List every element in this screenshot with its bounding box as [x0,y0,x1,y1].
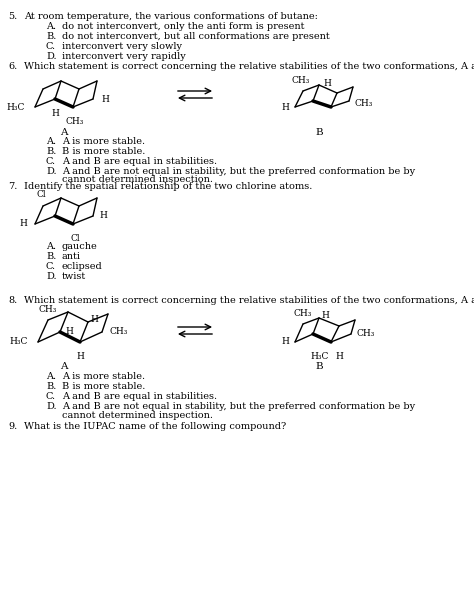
Text: C.: C. [46,157,56,166]
Text: H: H [99,211,107,221]
Text: Which statement is correct concerning the relative stabilities of the two confor: Which statement is correct concerning th… [24,296,474,305]
Text: A is more stable.: A is more stable. [62,137,145,146]
Text: do not interconvert, but all conformations are present: do not interconvert, but all conformatio… [62,32,330,41]
Text: CH₃: CH₃ [66,117,84,126]
Text: H: H [90,316,98,324]
Text: H: H [65,327,73,337]
Text: cannot determined inspection.: cannot determined inspection. [62,411,213,419]
Text: A and B are equal in stabilities.: A and B are equal in stabilities. [62,157,217,166]
Text: C.: C. [46,392,56,401]
Text: H₃C: H₃C [310,352,329,361]
Text: B.: B. [46,252,56,261]
Text: H: H [323,78,331,88]
Text: A and B are not equal in stability, but the preferred conformation be by: A and B are not equal in stability, but … [62,402,415,411]
Text: A.: A. [46,372,56,381]
Text: Cl: Cl [70,234,80,243]
Text: Cl: Cl [36,190,46,199]
Text: B.: B. [46,147,56,156]
Text: C.: C. [46,262,56,271]
Text: 5.: 5. [8,12,17,21]
Text: interconvert very rapidly: interconvert very rapidly [62,52,186,61]
Text: H: H [51,109,59,118]
Text: A: A [60,128,67,137]
Text: twist: twist [62,272,86,281]
Text: A and B are not equal in stability, but the preferred conformation be by: A and B are not equal in stability, but … [62,167,415,176]
Text: C.: C. [46,42,56,51]
Text: H: H [19,219,27,229]
Text: A.: A. [46,137,56,146]
Text: A.: A. [46,22,56,31]
Text: anti: anti [62,252,81,261]
Text: B.: B. [46,382,56,391]
Text: CH₃: CH₃ [355,99,374,107]
Text: CH₃: CH₃ [110,327,128,337]
Text: H₃C: H₃C [7,102,25,112]
Text: Identify the spatial relationship of the two chlorine atoms.: Identify the spatial relationship of the… [24,182,312,191]
Text: eclipsed: eclipsed [62,262,103,271]
Text: CH₃: CH₃ [292,76,310,85]
Text: CH₃: CH₃ [39,305,57,314]
Text: D.: D. [46,52,56,61]
Text: interconvert very slowly: interconvert very slowly [62,42,182,51]
Text: At room temperature, the various conformations of butane:: At room temperature, the various conform… [24,12,318,21]
Text: What is the IUPAC name of the following compound?: What is the IUPAC name of the following … [24,422,286,431]
Text: A: A [60,362,67,371]
Text: A and B are equal in stabilities.: A and B are equal in stabilities. [62,392,217,401]
Text: B.: B. [46,32,56,41]
Text: B is more stable.: B is more stable. [62,382,146,391]
Text: Which statement is correct concerning the relative stabilities of the two confor: Which statement is correct concerning th… [24,62,474,71]
Text: H: H [281,338,289,346]
Text: B is more stable.: B is more stable. [62,147,146,156]
Text: A.: A. [46,242,56,251]
Text: D.: D. [46,402,56,411]
Text: CH₃: CH₃ [357,330,375,338]
Text: B: B [315,362,323,371]
Text: gauche: gauche [62,242,98,251]
Text: H: H [281,102,289,112]
Text: do not interconvert, only the anti form is present: do not interconvert, only the anti form … [62,22,304,31]
Text: D.: D. [46,167,56,176]
Text: 7.: 7. [8,182,18,191]
Text: H: H [101,94,109,104]
Text: cannot determined inspection.: cannot determined inspection. [62,175,213,185]
Text: H₃C: H₃C [9,338,28,346]
Text: H: H [76,352,84,361]
Text: A is more stable.: A is more stable. [62,372,145,381]
Text: CH₃: CH₃ [294,309,312,318]
Text: 8.: 8. [8,296,17,305]
Text: 9.: 9. [8,422,17,431]
Text: D.: D. [46,272,56,281]
Text: H: H [335,352,343,361]
Text: B: B [315,128,323,137]
Text: H: H [321,311,329,321]
Text: 6.: 6. [8,62,17,71]
